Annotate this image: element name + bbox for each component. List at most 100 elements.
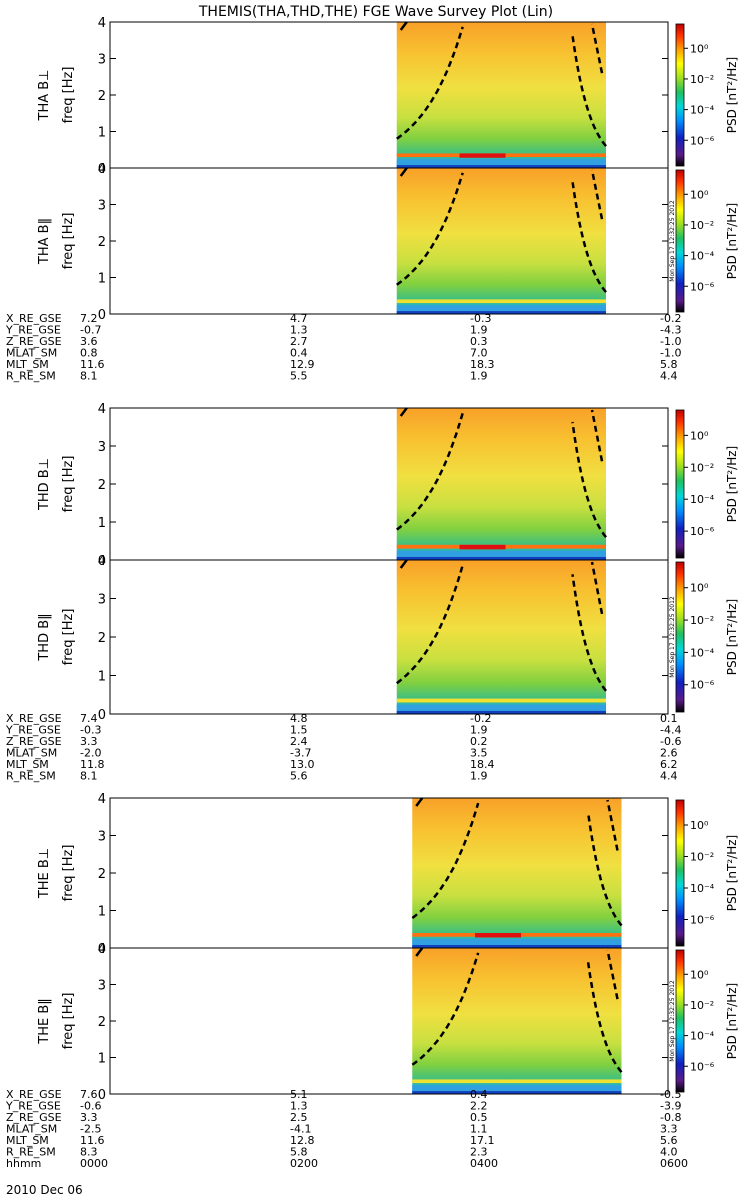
ephemeris-label: MLT_SM (6, 358, 49, 371)
colorbar-tick-label: 10⁰ (690, 968, 709, 981)
ephemeris-value: -3.7 (290, 747, 311, 760)
low-freq-band (396, 556, 606, 560)
ephemeris-value: 4.8 (290, 712, 308, 725)
ephemeris-value: -3.9 (660, 1100, 681, 1113)
colorbar-label: PSD [nT²/Hz] (725, 446, 739, 522)
ephemeris-label: Z_RE_GSE (6, 335, 62, 348)
ephemeris-value: 7.2 (80, 312, 98, 325)
ephemeris-value: 2.6 (660, 747, 678, 760)
gyrofrequency-curve (396, 172, 464, 286)
ephemeris-value: 7.4 (80, 712, 98, 725)
gyrofrequency-curve (396, 26, 464, 140)
gyrofrequency-curve (396, 412, 464, 531)
y-tick-label: 3 (98, 199, 106, 214)
ephemeris-value: -4.3 (660, 324, 681, 337)
ephemeris-value: 11.6 (80, 358, 105, 371)
y-tick-label: 2 (98, 235, 106, 250)
panels-layer: 0 1 2 3 4 THA B⊥ freq [Hz] 10⁰ 10⁻² 10⁻⁴ 10⁻⁶ PSD [… (5, 16, 739, 1170)
spectrogram-panel: 0 1 2 3 4 THE B⊥ freq [Hz] 10⁰ 10⁻² 10⁻⁴ 10⁻⁶ PSD [… (37, 792, 739, 957)
ephemeris-value: 8.1 (80, 370, 98, 383)
ephemeris-value: 0.4 (470, 1088, 488, 1101)
gyrofrequency-curve (590, 169, 604, 220)
y-tick-label: 2 (98, 1015, 106, 1030)
y-tick-label: 3 (98, 440, 106, 455)
gyrofrequency-curve (399, 21, 408, 31)
gyrofrequency-curve (571, 35, 607, 147)
ephemeris-label: X_RE_GSE (6, 712, 62, 725)
colorbar-tick-label: 10⁻⁴ (690, 493, 715, 506)
colorbar (675, 169, 685, 313)
panel-name: THE B⊥ (37, 848, 52, 899)
colorbar-tick-label: 10⁰ (690, 188, 709, 201)
colorbar-tick-label: 10⁻² (690, 73, 714, 86)
ephemeris-value: 1.1 (470, 1123, 488, 1136)
ephemeris-value: -0.3 (470, 312, 491, 325)
spectrogram-image (396, 22, 606, 168)
spectrogram-panel: 0 1 2 3 4 THE B‖ freq [Hz] 10⁰ 10⁻² 10⁻⁴ 10⁻⁶ PSD [… (37, 942, 739, 1103)
spectrogram-image (412, 948, 622, 1094)
ephemeris-value: 7.0 (470, 347, 488, 360)
ephemeris-value: 2.7 (290, 335, 308, 348)
low-freq-band (396, 165, 606, 168)
ephemeris-table: X_RE_GSE 7.4 4.8 -0.2 0.1 Y_RE_GSE -0.3 1.5 1.9 -… (5, 712, 681, 783)
colorbar-tick-label: 10⁰ (690, 819, 709, 832)
spectrogram-panel: 0 1 2 3 4 THA B‖ freq [Hz] 10⁰ 10⁻² 10⁻⁴ 10⁻⁶ PSD [… (37, 162, 739, 323)
gyrofrequency-curve (399, 167, 408, 177)
colorbar-tick-label: 10⁰ (690, 42, 709, 55)
ephemeris-value: -0.8 (660, 1111, 681, 1124)
colorbar-tick-label: 10⁻⁶ (690, 679, 715, 692)
ephemeris-value: 3.5 (470, 747, 488, 760)
y-tick-label: 4 (98, 16, 106, 31)
ephemeris-label: R_RE_SM (6, 1146, 56, 1159)
ephemeris-value: -0.2 (470, 712, 491, 725)
low-freq-band (459, 153, 506, 158)
ephemeris-value: 11.6 (80, 1134, 105, 1147)
colorbar-tick-label: 10⁰ (690, 429, 709, 442)
ephemeris-value: -0.3 (80, 724, 101, 737)
colorbar (675, 409, 685, 559)
ephemeris-label: MLAT_SM (6, 747, 57, 760)
low-freq-band (412, 1085, 622, 1094)
ephemeris-value: 1.5 (290, 724, 308, 737)
colorbar-label: PSD [nT²/Hz] (725, 203, 739, 279)
ephemeris-label: X_RE_GSE (6, 1088, 62, 1101)
panel-name: THA B‖ (37, 218, 52, 265)
y-tick-label: 4 (98, 402, 106, 417)
gyrofrequency-curve (606, 949, 619, 1000)
gyrofrequency-curve (415, 947, 424, 957)
y-axis-label: freq [Hz] (61, 456, 76, 513)
ephemeris-value: 1.9 (470, 324, 488, 337)
colorbar-tick-label: 10⁻⁶ (690, 1060, 715, 1073)
ephemeris-value: 0.1 (660, 712, 678, 725)
ephemeris-value: 11.8 (80, 758, 105, 771)
colorbar-tick-label: 10⁻⁶ (690, 914, 715, 927)
gyrofrequency-curve (606, 799, 619, 851)
y-axis-label: freq [Hz] (61, 67, 76, 124)
ephemeris-value: 18.4 (470, 758, 495, 771)
colorbar (675, 561, 685, 713)
ephemeris-value: -0.2 (660, 312, 681, 325)
low-freq-band (396, 704, 606, 714)
ephemeris-value: -0.5 (660, 1088, 681, 1101)
y-tick-label: 1 (98, 126, 106, 141)
spectrogram-image (396, 560, 606, 714)
y-tick-label: 0 (98, 1088, 106, 1103)
gyrofrequency-curve (415, 797, 424, 807)
spectrogram-image (396, 168, 606, 314)
ephemeris-value: 3.3 (80, 735, 98, 748)
ephemeris-value: -4.4 (660, 724, 681, 737)
ephemeris-value: 4.4 (660, 770, 678, 783)
gyrofrequency-curve (586, 961, 623, 1073)
y-tick-label: 1 (98, 905, 106, 920)
ephemeris-value: 2.4 (290, 735, 308, 748)
ephemeris-value: 0200 (290, 1157, 318, 1170)
colorbar-label: PSD [nT²/Hz] (725, 983, 739, 1059)
y-tick-label: 0 (98, 162, 106, 177)
colorbar-label: PSD [nT²/Hz] (725, 835, 739, 911)
ephemeris-label: X_RE_GSE (6, 312, 62, 325)
ephemeris-label: Y_RE_GSE (5, 324, 61, 337)
ephemeris-value: 0000 (80, 1157, 108, 1170)
spectrogram-image (412, 798, 622, 948)
spectrogram-panel: 0 1 2 3 4 THD B‖ freq [Hz] 10⁰ 10⁻² 10⁻⁴ 10⁻⁶ PSD [… (37, 554, 739, 723)
